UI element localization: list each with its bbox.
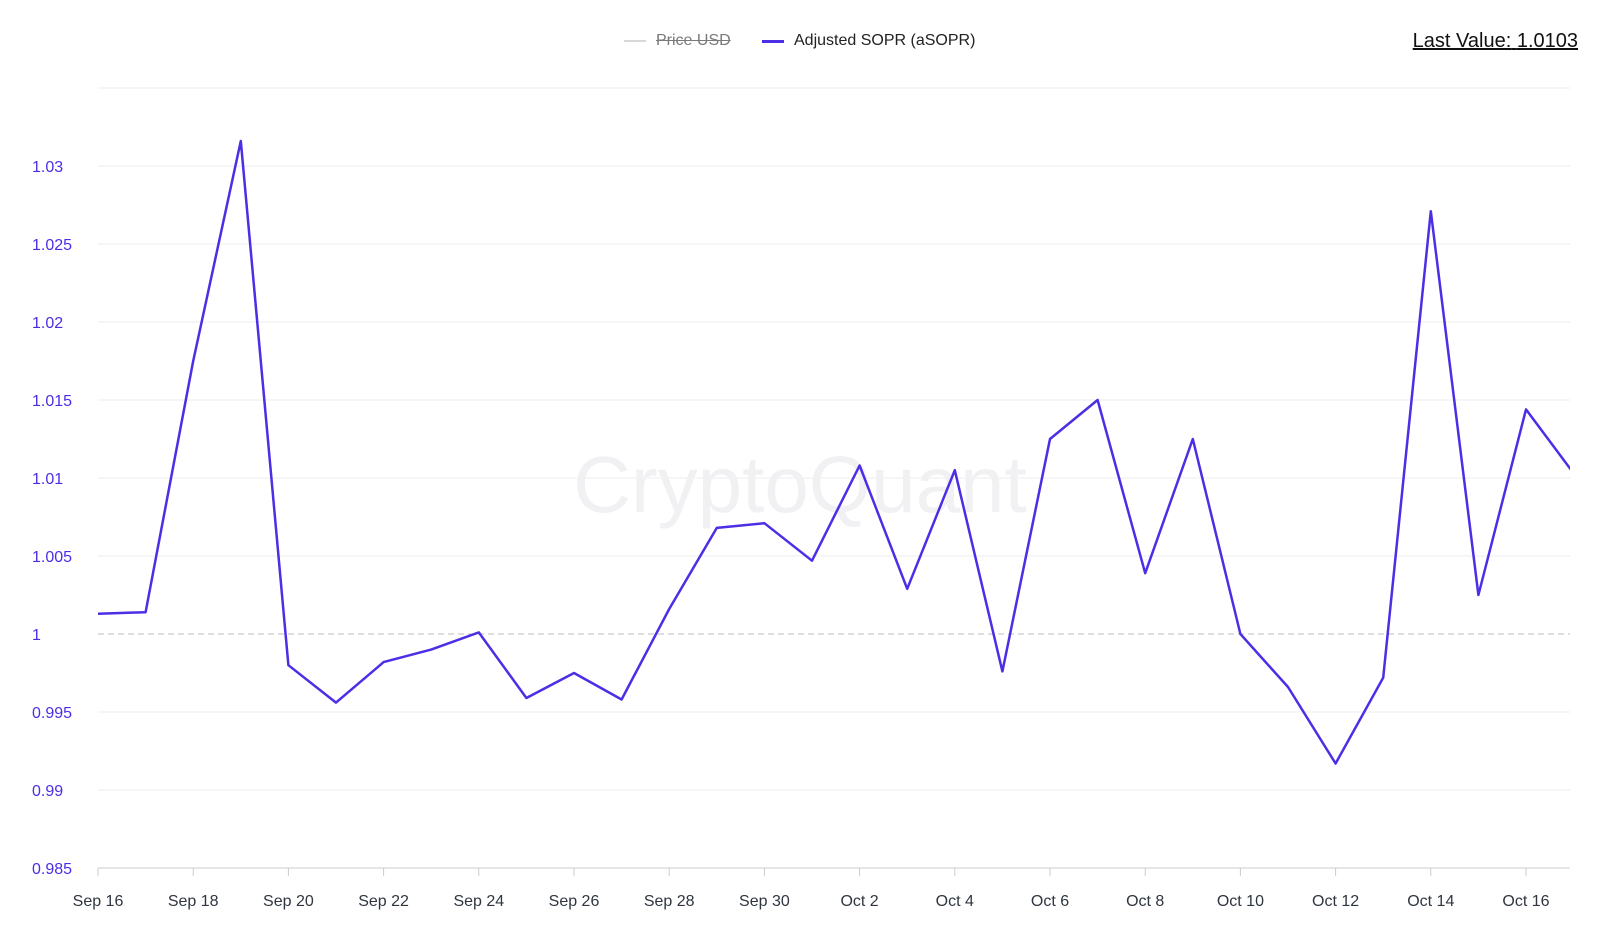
legend-item-price-usd[interactable]: Price USD <box>624 30 731 52</box>
x-tick-label: Sep 20 <box>263 893 314 910</box>
x-tick-label: Oct 6 <box>1031 893 1069 910</box>
x-tick-label: Sep 28 <box>644 893 695 910</box>
x-tick-label: Oct 8 <box>1126 893 1164 910</box>
legend-swatch-asopr <box>762 39 784 43</box>
watermark: CryptoQuant <box>573 440 1027 529</box>
y-tick-label: 1.01 <box>32 471 63 488</box>
y-tick-label: 1.015 <box>32 393 72 410</box>
y-tick-label: 1.02 <box>32 315 63 332</box>
x-axis-labels: Sep 16 Sep 18 Sep 20 Sep 22 Sep 24 Sep 26 Sep … <box>73 893 1550 910</box>
x-tick-label: Oct 10 <box>1217 893 1264 910</box>
y-axis: 0.985 0.99 0.995 1 1.005 1.01 1.015 1.02 1.025 1.… <box>32 159 72 878</box>
x-tick-label: Oct 4 <box>936 893 974 910</box>
x-tick-label: Oct 2 <box>840 893 878 910</box>
last-value-label: Last Value: <box>1412 30 1512 52</box>
last-value-number: 1.0103 <box>1516 30 1578 52</box>
y-tick-label: 0.99 <box>32 783 63 800</box>
x-tick-label: Sep 26 <box>549 893 600 910</box>
y-tick-label: 0.985 <box>32 861 72 878</box>
y-tick-label: 1.005 <box>32 549 72 566</box>
x-tick-label: Sep 24 <box>453 893 504 910</box>
y-tick-label: 1 <box>32 627 41 644</box>
x-tick-label: Oct 16 <box>1502 893 1549 910</box>
x-tick-label: Sep 22 <box>358 893 409 910</box>
legend-item-asopr[interactable]: Adjusted SOPR (aSOPR) <box>762 30 975 52</box>
legend-swatch-price-usd <box>624 40 646 42</box>
x-tick-label: Sep 30 <box>739 893 790 910</box>
legend-label-price-usd: Price USD <box>656 32 731 49</box>
grid-lines <box>98 87 1570 869</box>
legend-label-asopr: Adjusted SOPR (aSOPR) <box>794 32 976 49</box>
y-tick-label: 1.03 <box>32 159 63 176</box>
x-tick-label: Sep 16 <box>73 893 124 910</box>
series-line <box>98 139 1570 765</box>
x-axis <box>97 867 1570 876</box>
x-tick-label: Oct 14 <box>1407 893 1454 910</box>
series-line-asopr <box>98 139 1570 765</box>
x-tick-label: Oct 12 <box>1312 893 1359 910</box>
y-tick-label: 1.025 <box>32 237 72 254</box>
x-tick-label: Sep 18 <box>168 893 219 910</box>
last-value: Last Value: 1.0103 <box>1413 30 1578 53</box>
y-tick-label: 0.995 <box>32 705 72 722</box>
